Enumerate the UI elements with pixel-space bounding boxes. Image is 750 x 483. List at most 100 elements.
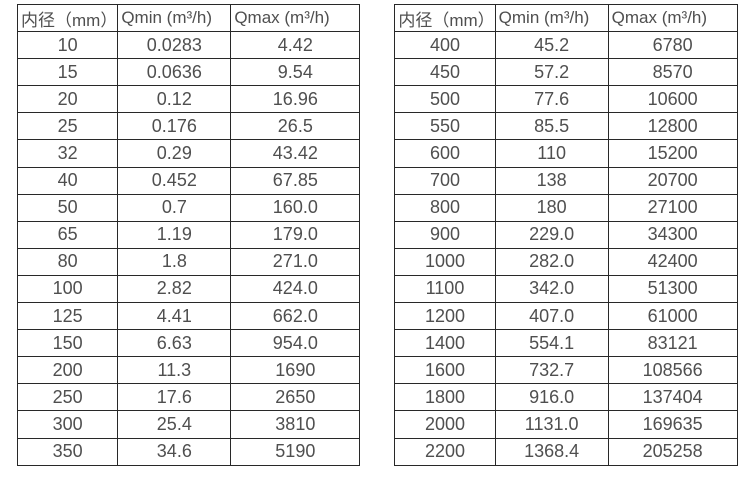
table-row: 40 0.452 67.85 [16,166,361,195]
qmax-cell: 169635 [607,410,738,439]
qmax-cell: 160.0 [230,193,361,222]
qmin-cell: 0.452 [117,166,232,195]
table-row: 2200 1368.4 205258 [394,437,738,466]
qmax-cell: 26.5 [230,112,361,141]
diameter-cell: 200 [16,356,119,385]
qmax-cell: 2650 [230,383,361,412]
table-body: 10 0.0283 4.42 15 0.0636 9.54 20 0.12 16.96 25 0.1… [16,31,361,466]
diameter-cell: 300 [16,410,119,439]
qmin-cell: 0.176 [117,112,232,141]
qmax-header: Qmax (m³/h) [607,3,738,33]
qmax-cell: 8570 [607,58,738,87]
qmax-cell: 6780 [607,31,738,60]
diameter-cell: 80 [16,247,119,276]
diameter-cell: 65 [16,220,119,249]
diameter-cell: 700 [394,166,496,195]
diameter-cell: 900 [394,220,496,249]
qmax-header: Qmax (m³/h) [230,3,361,33]
table-row: 20 0.12 16.96 [16,85,361,114]
table-row: 100 2.82 424.0 [16,274,361,304]
qmax-cell: 662.0 [230,302,361,331]
qmin-cell: 34.6 [117,437,232,466]
qmin-cell: 554.1 [494,329,609,358]
flow-table-large-diameters: 内径（mm） Qmin (m³/h) Qmax (m³/h) 400 45.2 6780… [394,3,738,466]
qmin-cell: 57.2 [494,58,609,87]
qmin-cell: 110 [494,139,609,168]
qmin-cell: 77.6 [494,85,609,114]
qmin-cell: 342.0 [494,274,609,304]
qmin-cell: 1131.0 [494,410,609,439]
table-row: 1800 916.0 137404 [394,383,738,412]
qmax-cell: 271.0 [230,247,361,276]
table-row: 50 0.7 160.0 [16,193,361,222]
diameter-cell: 40 [16,166,119,195]
diameter-cell: 450 [394,58,496,87]
table-row: 10 0.0283 4.42 [16,31,361,60]
table-row: 1000 282.0 42400 [394,247,738,276]
qmax-cell: 3810 [230,410,361,439]
qmin-cell: 0.7 [117,193,232,222]
diameter-cell: 1400 [394,329,496,358]
table-row: 500 77.6 10600 [394,85,738,114]
diameter-cell: 1200 [394,302,496,331]
diameter-cell: 400 [394,31,496,60]
qmax-cell: 34300 [607,220,738,249]
diameter-cell: 125 [16,302,119,331]
qmin-cell: 45.2 [494,31,609,60]
qmin-cell: 85.5 [494,112,609,141]
table-row: 2000 1131.0 169635 [394,410,738,439]
qmin-cell: 0.0636 [117,58,232,87]
qmin-cell: 0.29 [117,139,232,168]
table-row: 32 0.29 43.42 [16,139,361,168]
table-row: 800 180 27100 [394,193,738,222]
diameter-cell: 150 [16,329,119,358]
qmin-cell: 25.4 [117,410,232,439]
table-row: 400 45.2 6780 [394,31,738,60]
diameter-cell: 600 [394,139,496,168]
qmin-cell: 229.0 [494,220,609,249]
diameter-cell: 1100 [394,274,496,304]
table-row: 1100 342.0 51300 [394,274,738,304]
qmin-cell: 1.8 [117,247,232,276]
diameter-cell: 2200 [394,437,496,466]
qmax-cell: 9.54 [230,58,361,87]
qmin-cell: 1.19 [117,220,232,249]
table-row: 450 57.2 8570 [394,58,738,87]
qmax-cell: 4.42 [230,31,361,60]
table-head: 内径（mm） Qmin (m³/h) Qmax (m³/h) [16,3,361,33]
qmax-cell: 179.0 [230,220,361,249]
diameter-cell: 1800 [394,383,496,412]
qmax-cell: 12800 [607,112,738,141]
table-head: 内径（mm） Qmin (m³/h) Qmax (m³/h) [394,3,738,33]
qmin-cell: 180 [494,193,609,222]
diameter-cell: 1000 [394,247,496,276]
qmin-cell: 1368.4 [494,437,609,466]
qmax-cell: 42400 [607,247,738,276]
table-row: 250 17.6 2650 [16,383,361,412]
qmin-cell: 282.0 [494,247,609,276]
qmin-cell: 6.63 [117,329,232,358]
table-row: 550 85.5 12800 [394,112,738,141]
qmax-cell: 5190 [230,437,361,466]
qmax-cell: 51300 [607,274,738,304]
qmax-cell: 20700 [607,166,738,195]
diameter-cell: 10 [16,31,119,60]
table-body: 400 45.2 6780 450 57.2 8570 500 77.6 10600 550 85.… [394,31,738,466]
qmax-cell: 424.0 [230,274,361,304]
qmin-cell: 4.41 [117,302,232,331]
diameter-cell: 2000 [394,410,496,439]
table-row: 1400 554.1 83121 [394,329,738,358]
qmax-cell: 27100 [607,193,738,222]
table-row: 700 138 20700 [394,166,738,195]
diameter-cell: 800 [394,193,496,222]
qmin-cell: 11.3 [117,356,232,385]
qmin-cell: 407.0 [494,302,609,331]
qmin-cell: 2.82 [117,274,232,304]
qmax-cell: 61000 [607,302,738,331]
table-row: 65 1.19 179.0 [16,220,361,249]
table-row: 350 34.6 5190 [16,437,361,466]
qmax-cell: 1690 [230,356,361,385]
table-row: 900 229.0 34300 [394,220,738,249]
table-row: 600 110 15200 [394,139,738,168]
